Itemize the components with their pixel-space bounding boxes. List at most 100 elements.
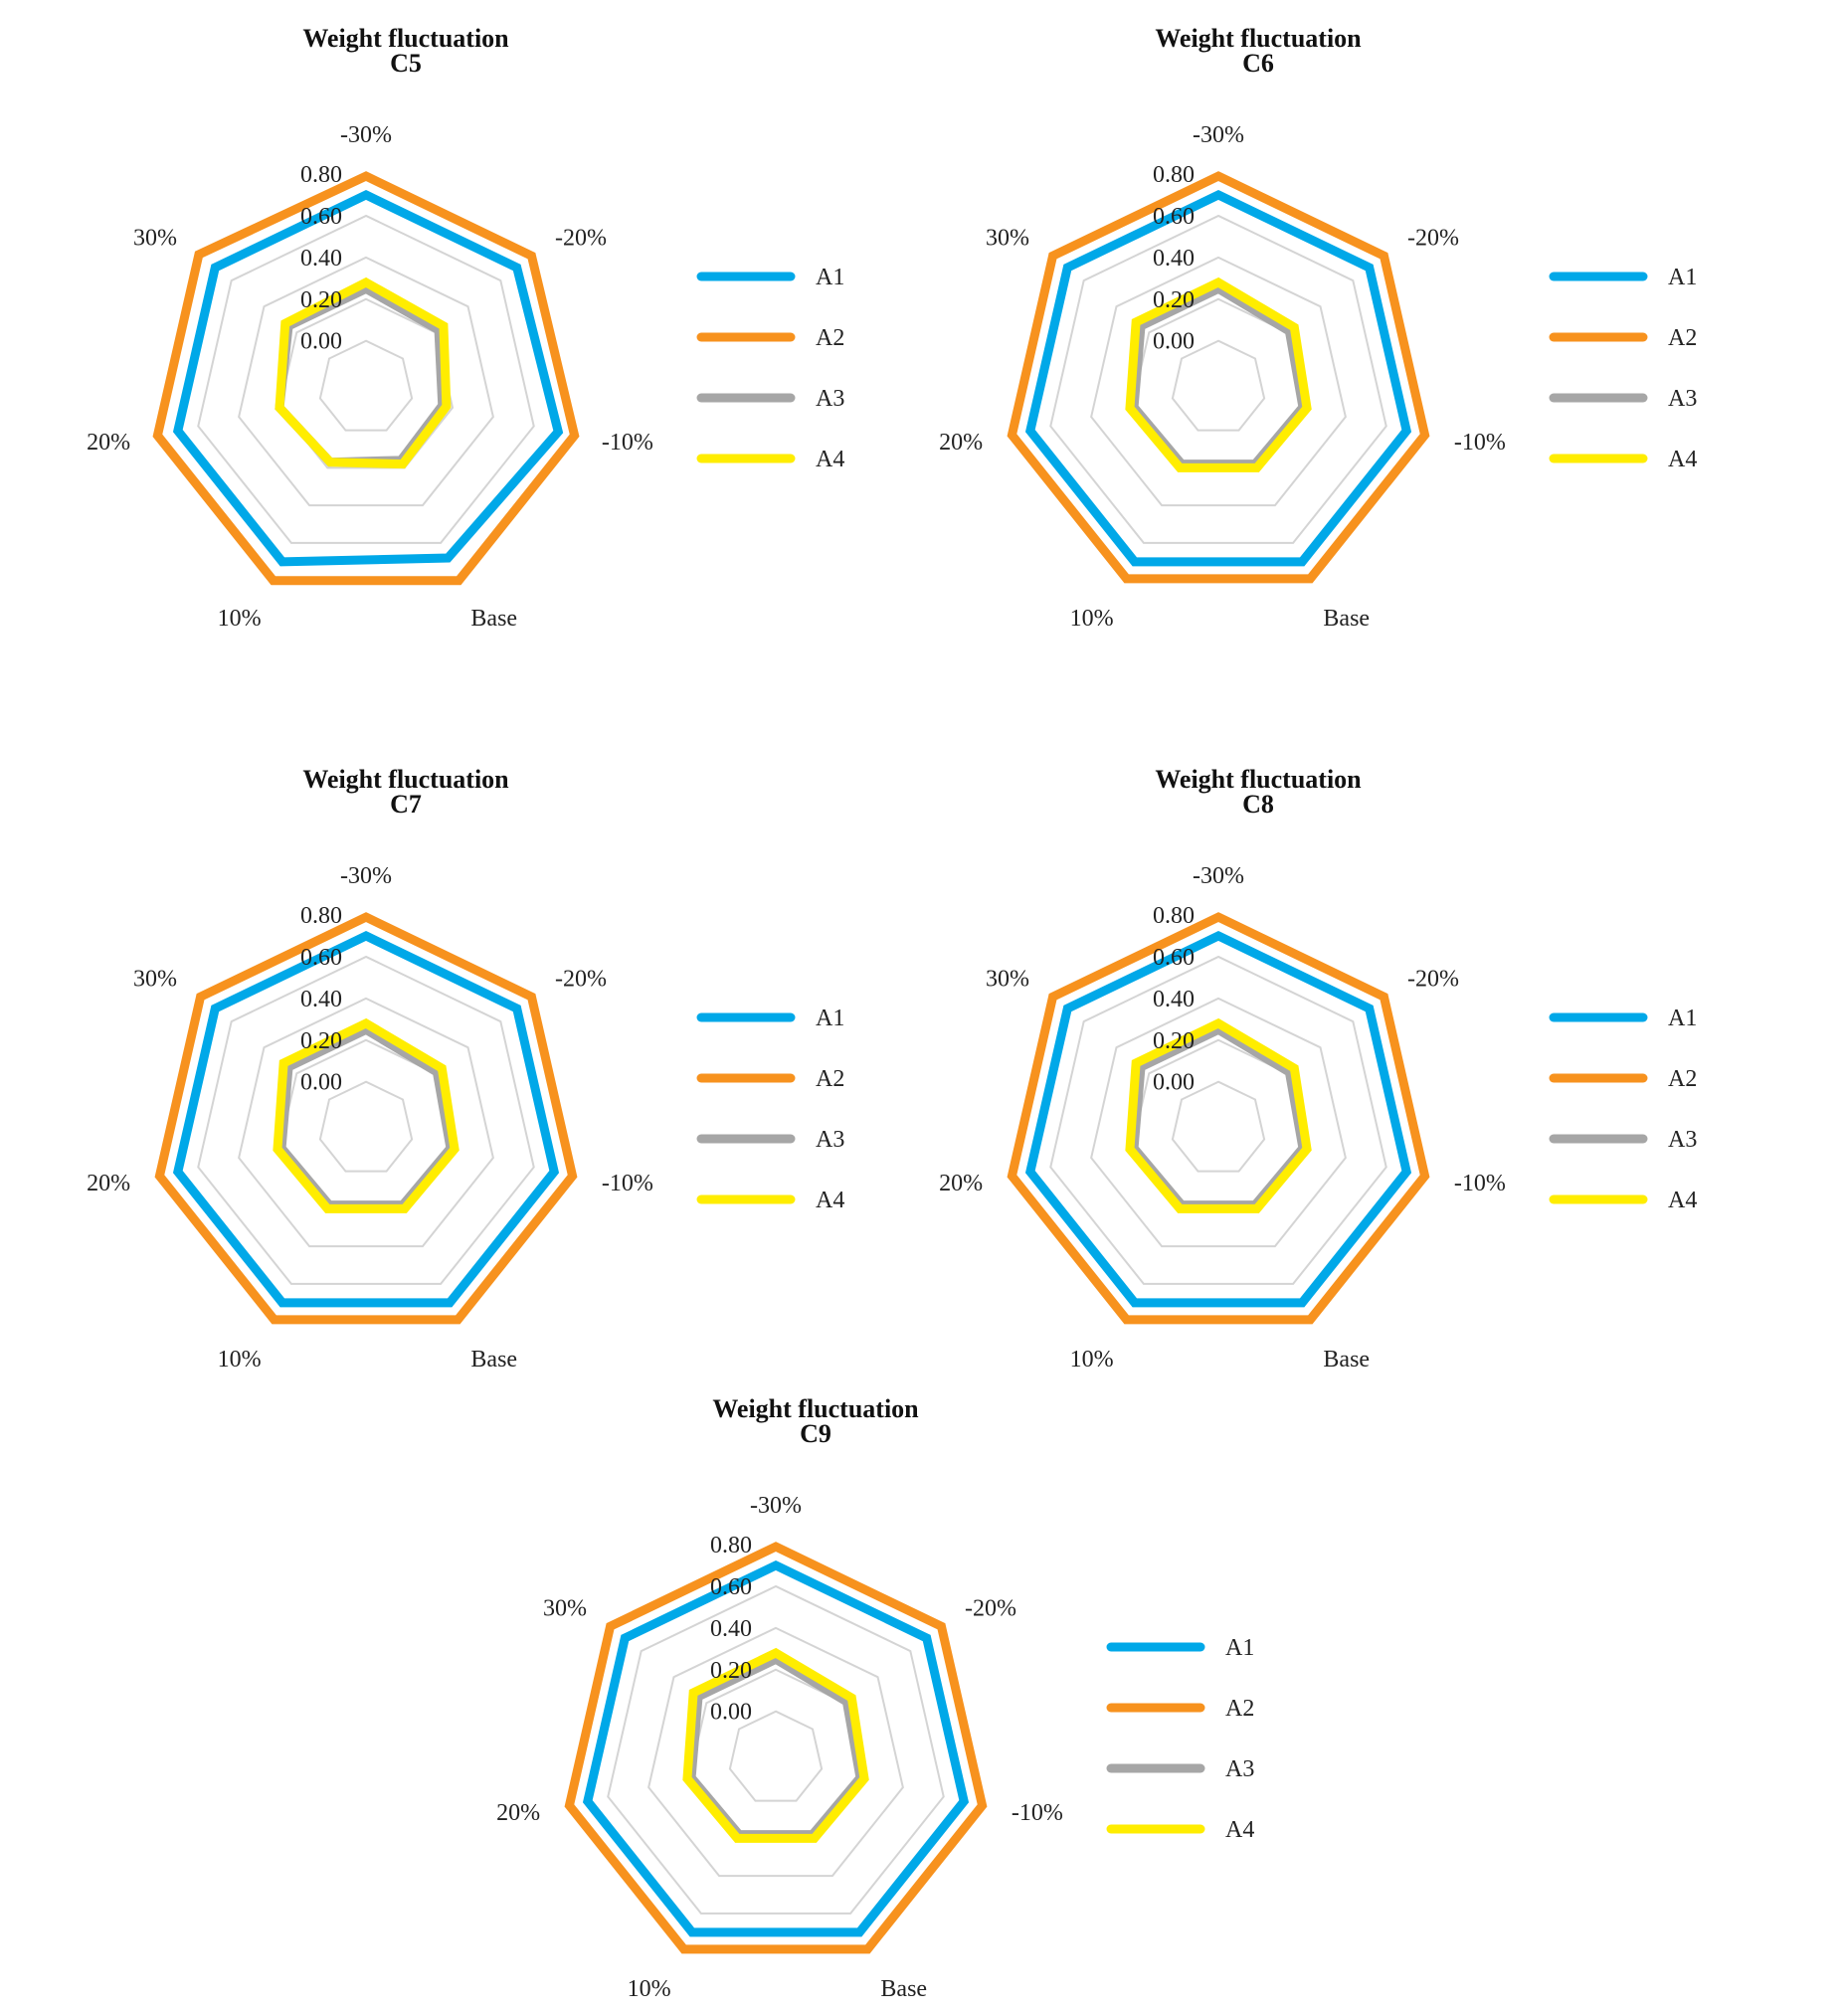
axis-label: 30% <box>543 1595 587 1621</box>
axis-label: -20% <box>1407 225 1459 251</box>
axis-label: 30% <box>986 966 1029 992</box>
grid-ring <box>647 1626 904 1878</box>
tick-label: 0.60 <box>300 204 342 230</box>
chart-title: Weight fluctuation <box>1155 24 1362 53</box>
tick-label: 0.40 <box>1153 987 1195 1012</box>
axis-label: -30% <box>1193 122 1244 148</box>
axis-label: 20% <box>939 430 983 456</box>
grid-ring <box>156 913 576 1323</box>
axis-label: 20% <box>939 1171 983 1196</box>
series-line-a4 <box>682 1647 869 1843</box>
axis-label: -30% <box>750 1493 802 1519</box>
grid-ring <box>1049 955 1387 1285</box>
grid-ring <box>1009 172 1428 582</box>
tick-label: 0.20 <box>1153 1028 1195 1054</box>
series-line-a4 <box>275 276 452 469</box>
tick-label: 0.80 <box>710 1533 752 1558</box>
axis-label: -10% <box>1454 1171 1506 1196</box>
axis-label: 10% <box>218 1347 262 1373</box>
tick-label: 0.20 <box>300 1028 342 1054</box>
tick-label: 0.40 <box>1153 246 1195 272</box>
axis-label: Base <box>470 1347 517 1373</box>
grid-ring <box>607 1584 945 1915</box>
axis-label: -30% <box>1193 863 1244 889</box>
legend-label: A2 <box>816 325 844 351</box>
axis-label: -30% <box>340 122 392 148</box>
axis-label: -10% <box>602 430 653 456</box>
chart-title: Weight fluctuation <box>302 765 509 794</box>
chart-title: Weight fluctuation <box>1155 765 1362 794</box>
series-line-a1 <box>172 930 560 1308</box>
axis-label: -10% <box>602 1171 653 1196</box>
series-line-a2 <box>1007 912 1430 1325</box>
chart-subtitle: C6 <box>1242 49 1274 78</box>
legend-label: A3 <box>1225 1756 1254 1782</box>
axis-label: 10% <box>1070 1347 1114 1373</box>
tick-label: 0.20 <box>300 287 342 313</box>
series-line-a1 <box>1024 189 1412 567</box>
tick-label: 0.60 <box>1153 204 1195 230</box>
series-line-a4 <box>1125 276 1312 472</box>
axis-label: 10% <box>628 1976 671 2002</box>
series-line-a2 <box>1007 171 1430 584</box>
axis-label: Base <box>880 1976 927 2002</box>
series-line-a4 <box>1125 1017 1312 1213</box>
tick-label: 0.40 <box>300 987 342 1012</box>
legend-label: A3 <box>816 1127 844 1153</box>
grid-ring <box>238 997 494 1248</box>
tick-label: 0.80 <box>300 162 342 188</box>
legend-label: A3 <box>816 386 844 412</box>
grid-ring <box>318 339 414 432</box>
legend-label: A1 <box>1668 265 1697 290</box>
chart-subtitle: C7 <box>390 790 422 819</box>
axis-label: -20% <box>555 966 607 992</box>
grid-ring <box>197 955 535 1285</box>
tick-label: 0.80 <box>1153 162 1195 188</box>
tick-label: 0.20 <box>710 1658 752 1684</box>
series-line-a4 <box>273 1017 460 1213</box>
grid-ring <box>1171 339 1266 432</box>
axis-label: Base <box>1323 1347 1370 1373</box>
axis-label: 30% <box>133 966 177 992</box>
tick-label: 0.80 <box>1153 903 1195 929</box>
tick-label: 0.40 <box>710 1616 752 1642</box>
tick-label: 0.60 <box>710 1574 752 1600</box>
tick-label: 0.00 <box>1153 329 1195 355</box>
axis-label: -30% <box>340 863 392 889</box>
series-line-a1 <box>582 1559 970 1937</box>
axis-label: 20% <box>496 1800 540 1826</box>
chart-title: Weight fluctuation <box>302 24 509 53</box>
legend-label: A4 <box>816 1188 844 1213</box>
axis-label: -20% <box>965 1595 1016 1621</box>
axis-label: 30% <box>133 225 177 251</box>
tick-label: 0.00 <box>1153 1070 1195 1096</box>
legend-label: A3 <box>1668 386 1697 412</box>
tick-label: 0.80 <box>300 903 342 929</box>
grid-ring <box>197 214 535 544</box>
grid-ring <box>1009 913 1428 1323</box>
axis-label: 30% <box>986 225 1029 251</box>
tick-label: 0.60 <box>1153 945 1195 971</box>
chart-subtitle: C8 <box>1242 790 1274 819</box>
series-line-a2 <box>564 1542 988 1954</box>
grid-ring <box>318 1080 414 1173</box>
axis-label: -20% <box>1407 966 1459 992</box>
axis-label: 10% <box>1070 606 1114 632</box>
legend-label: A4 <box>1225 1817 1254 1843</box>
series-line-a1 <box>1024 930 1412 1308</box>
tick-label: 0.00 <box>300 1070 342 1096</box>
legend-label: A2 <box>816 1066 844 1092</box>
legend-label: A4 <box>816 447 844 472</box>
axis-label: -20% <box>555 225 607 251</box>
legend-label: A2 <box>1225 1696 1254 1722</box>
grid-ring <box>1171 1080 1266 1173</box>
grid-ring <box>1090 256 1347 507</box>
tick-label: 0.20 <box>1153 287 1195 313</box>
tick-label: 0.40 <box>300 246 342 272</box>
series-line-a2 <box>154 912 578 1325</box>
tick-label: 0.00 <box>300 329 342 355</box>
